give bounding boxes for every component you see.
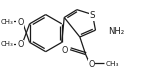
Text: O: O <box>17 18 23 27</box>
Text: CH₃: CH₃ <box>0 19 13 25</box>
Text: S: S <box>90 11 95 20</box>
Text: CH₃: CH₃ <box>105 61 119 67</box>
Text: O: O <box>17 40 23 49</box>
Text: O: O <box>62 46 68 55</box>
Text: NH₂: NH₂ <box>108 27 124 36</box>
Text: O: O <box>88 60 95 69</box>
Text: CH₃: CH₃ <box>0 41 13 47</box>
